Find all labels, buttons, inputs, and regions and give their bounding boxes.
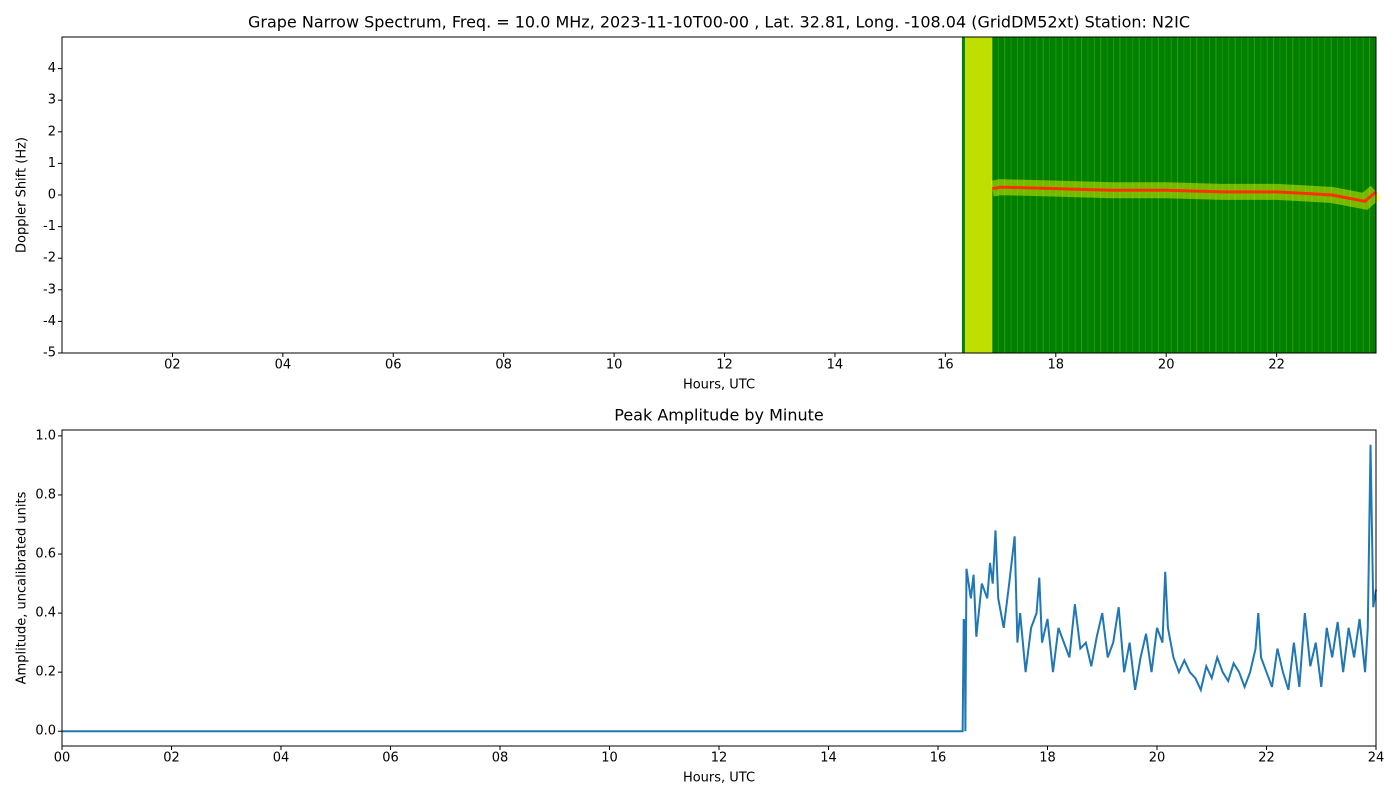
- x-tick-label: 20: [1149, 751, 1166, 766]
- x-tick-label: 06: [385, 358, 402, 373]
- y-tick-label: 0: [48, 188, 56, 203]
- y-tick-label: -2: [43, 251, 56, 266]
- x-tick-label: 18: [1039, 751, 1056, 766]
- y-tick-label: -4: [43, 314, 56, 329]
- y-tick-label: 1: [48, 156, 56, 171]
- x-tick-label: 08: [492, 751, 509, 766]
- x-tick-label: 10: [606, 358, 623, 373]
- x-tick-label: 16: [930, 751, 947, 766]
- spectrogram-burst: [964, 37, 993, 353]
- x-tick-label: 22: [1268, 358, 1285, 373]
- x-axis-label: Hours, UTC: [683, 771, 755, 786]
- x-tick-label: 04: [275, 358, 292, 373]
- y-tick-label: 0.4: [35, 606, 56, 621]
- doppler-trace: [992, 185, 1377, 203]
- x-tick-label: 12: [711, 751, 728, 766]
- y-tick-label: 1.0: [35, 428, 56, 443]
- x-tick-label: 04: [273, 751, 290, 766]
- y-tick-label: 2: [48, 124, 56, 139]
- x-tick-label: 00: [54, 751, 71, 766]
- y-tick-label: 0.8: [35, 487, 56, 502]
- x-tick-label: 14: [820, 751, 837, 766]
- x-tick-label: 08: [495, 358, 512, 373]
- x-tick-label: 24: [1368, 751, 1385, 766]
- y-axis-label: Amplitude, uncalibrated units: [15, 491, 30, 684]
- x-tick-label: 16: [937, 358, 954, 373]
- x-tick-label: 14: [827, 358, 844, 373]
- y-tick-label: 4: [48, 61, 56, 76]
- chart-title: Grape Narrow Spectrum, Freq. = 10.0 MHz,…: [248, 13, 1190, 32]
- y-tick-label: -5: [43, 346, 56, 361]
- amplitude-line: [62, 444, 1377, 733]
- x-tick-label: 18: [1048, 358, 1065, 373]
- y-axis-label: Doppler Shift (Hz): [15, 137, 30, 253]
- y-tick-label: 3: [48, 93, 56, 108]
- x-tick-label: 02: [163, 751, 180, 766]
- y-tick-label: 0.0: [35, 724, 56, 739]
- plot-frame: [61, 429, 1377, 747]
- x-tick-label: 20: [1158, 358, 1175, 373]
- y-tick-label: -3: [43, 282, 56, 297]
- chart-title: Peak Amplitude by Minute: [614, 406, 824, 425]
- y-tick-label: 0.2: [35, 665, 56, 680]
- y-tick-label: 0.6: [35, 547, 56, 562]
- x-tick-label: 06: [382, 751, 399, 766]
- x-tick-label: 12: [716, 358, 733, 373]
- x-axis-label: Hours, UTC: [683, 378, 755, 393]
- x-tick-label: 02: [164, 358, 181, 373]
- y-tick-label: -1: [43, 219, 56, 234]
- x-tick-label: 10: [601, 751, 618, 766]
- x-tick-label: 22: [1258, 751, 1275, 766]
